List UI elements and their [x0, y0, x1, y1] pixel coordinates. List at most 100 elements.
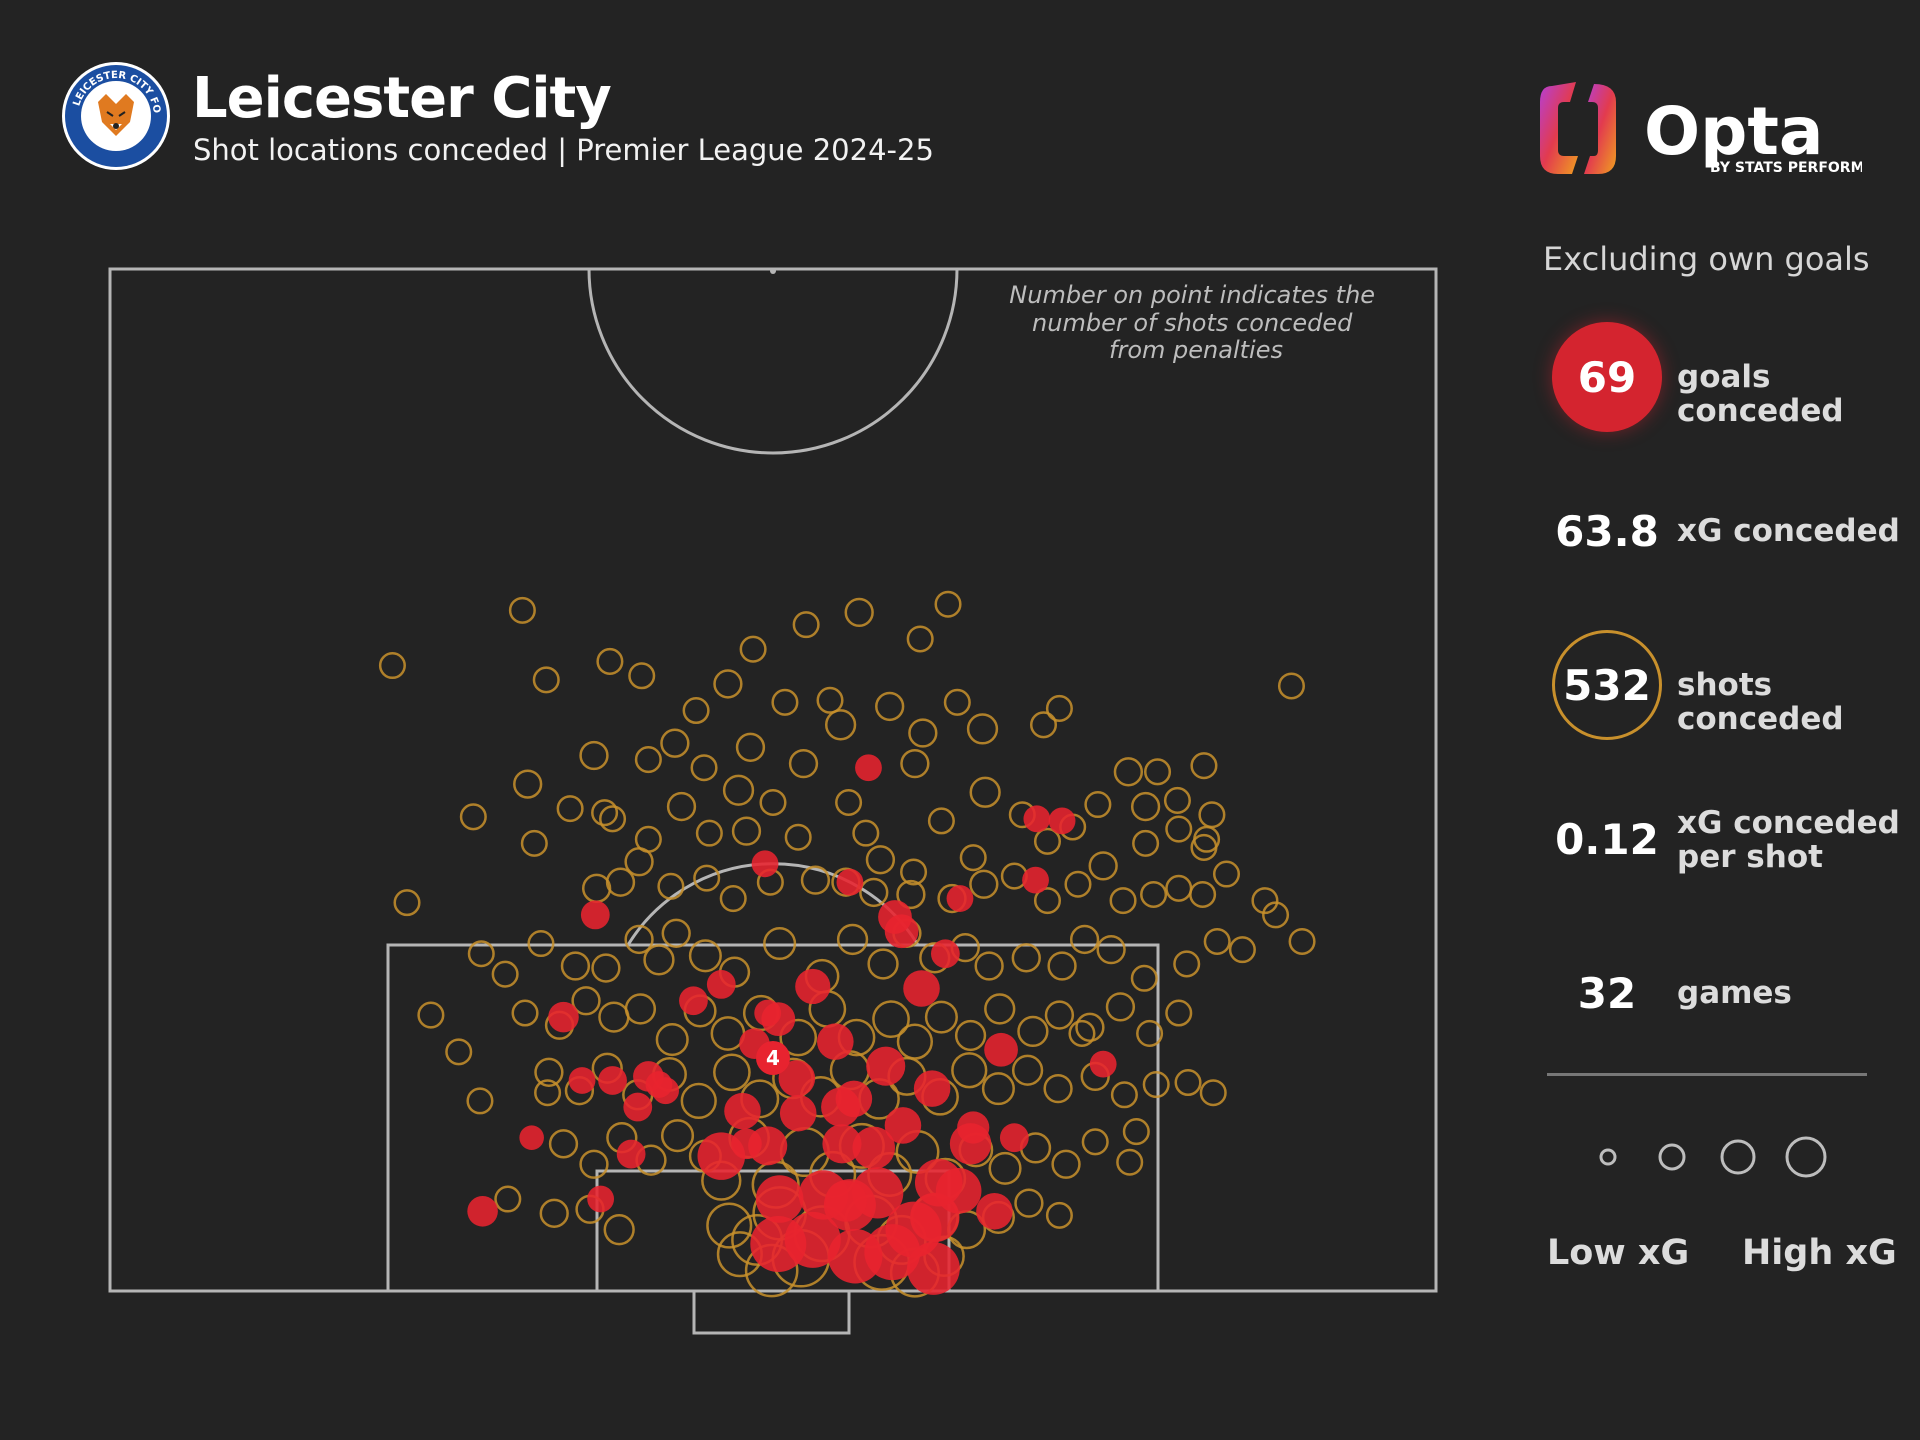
shot-point	[792, 611, 820, 639]
shot-point	[816, 686, 844, 714]
shot-point	[579, 740, 609, 771]
goal-point	[795, 968, 831, 1005]
shot-point	[1113, 757, 1144, 787]
shot-point	[1277, 672, 1305, 700]
shot-point	[713, 1053, 751, 1092]
shot-point	[779, 1018, 818, 1057]
shot-point	[934, 590, 962, 618]
goal-point	[855, 754, 882, 782]
xg-per-shot-label-line1: xG conceded	[1677, 805, 1900, 841]
shot-point	[695, 819, 723, 847]
shot-point	[1075, 1012, 1105, 1042]
shot-point	[1116, 1148, 1144, 1176]
shot-point	[1068, 1019, 1096, 1047]
xg-conceded-label: xG conceded	[1677, 513, 1900, 549]
shot-point	[1081, 1128, 1109, 1156]
shot-point	[1136, 1019, 1164, 1047]
shot-point	[579, 1149, 609, 1179]
shot-point	[548, 1129, 579, 1159]
penalty-note-line2: number of shots conceded	[1032, 309, 1353, 337]
shot-point	[800, 865, 831, 895]
goal-point	[751, 850, 779, 878]
shot-point	[951, 1052, 988, 1089]
shot-point	[520, 829, 548, 857]
shot-point	[719, 885, 747, 913]
shot-point	[1064, 870, 1092, 898]
goal-point	[779, 1094, 817, 1132]
shot-point	[1033, 887, 1062, 915]
shot-point	[1122, 1118, 1150, 1146]
shot-point	[1144, 758, 1172, 786]
shot-point	[906, 625, 934, 653]
goal-point	[616, 1139, 646, 1169]
legend-circle-l	[1785, 1136, 1827, 1178]
shots-conceded-label: shots conceded	[1677, 667, 1844, 737]
shot-point	[624, 847, 654, 877]
shot-point	[571, 986, 601, 1016]
goal-point	[852, 1126, 896, 1170]
shot-point	[393, 889, 421, 917]
shot-point	[859, 877, 889, 908]
shot-point	[1190, 752, 1218, 780]
shot-point	[1051, 1149, 1081, 1179]
shot-point	[875, 691, 905, 722]
shot-point	[1262, 901, 1290, 929]
shot-point	[1228, 936, 1256, 964]
xg-size-legend	[1599, 1136, 1827, 1178]
shot-point	[466, 1087, 494, 1115]
goal-point	[836, 868, 864, 896]
goal-point	[778, 1060, 816, 1097]
goals-conceded-value: 69	[1552, 322, 1662, 432]
legend-circle-m	[1720, 1139, 1756, 1175]
penalty-arc	[626, 862, 920, 946]
shot-point	[969, 869, 999, 899]
shot-point	[1043, 1073, 1073, 1104]
shot-point	[605, 867, 636, 897]
shot-point	[598, 1001, 630, 1033]
shot-point	[591, 953, 621, 983]
shot-point	[467, 940, 495, 968]
shot-point	[1011, 1054, 1044, 1086]
shot-point	[459, 803, 487, 831]
shot-point	[954, 1019, 987, 1052]
goal-point	[946, 885, 974, 912]
xg-per-shot-label: xG conceded per shot	[1677, 806, 1900, 874]
goal-point	[976, 1193, 1013, 1230]
shot-point	[666, 791, 697, 822]
shot-points: 4	[378, 590, 1316, 1298]
shot-point	[1212, 860, 1241, 888]
shot-point	[706, 1202, 753, 1249]
goal-point	[645, 1071, 673, 1098]
shot-point	[491, 960, 519, 988]
penalty-note: Number on point indicates the number of …	[1009, 281, 1382, 364]
shot-point	[655, 1023, 689, 1057]
svg-text:BY STATS PERFORM: BY STATS PERFORM	[1710, 160, 1862, 176]
shot-point	[1033, 827, 1062, 855]
goal-point	[903, 970, 940, 1007]
shot-point	[974, 951, 1004, 981]
shot-point	[759, 788, 787, 817]
shot-point	[591, 799, 619, 827]
shot-point	[660, 728, 690, 758]
shot-point	[628, 662, 656, 690]
goal-point	[907, 1242, 960, 1295]
penalty-note-line1: Number on point indicates the	[1009, 281, 1375, 309]
goal-point	[587, 1185, 615, 1213]
shot-point	[1069, 924, 1100, 955]
shot-point	[984, 993, 1016, 1025]
shot-point	[943, 688, 971, 716]
shot-point	[1105, 992, 1136, 1022]
shot-point	[1174, 1068, 1202, 1097]
goal-point	[467, 1195, 498, 1227]
shot-point	[788, 748, 819, 779]
shot-point	[1047, 951, 1077, 981]
shot-point	[771, 688, 799, 716]
shot-point	[660, 1119, 695, 1153]
goal-point	[999, 1123, 1029, 1153]
shot-point	[1130, 964, 1158, 992]
shot-point	[603, 1214, 635, 1246]
club-crest-logo: LEICESTER CITY FOOTBALL CLUB	[60, 60, 170, 170]
goal-point	[755, 1175, 804, 1223]
shot-point	[1189, 880, 1217, 908]
shot-point	[900, 858, 928, 886]
